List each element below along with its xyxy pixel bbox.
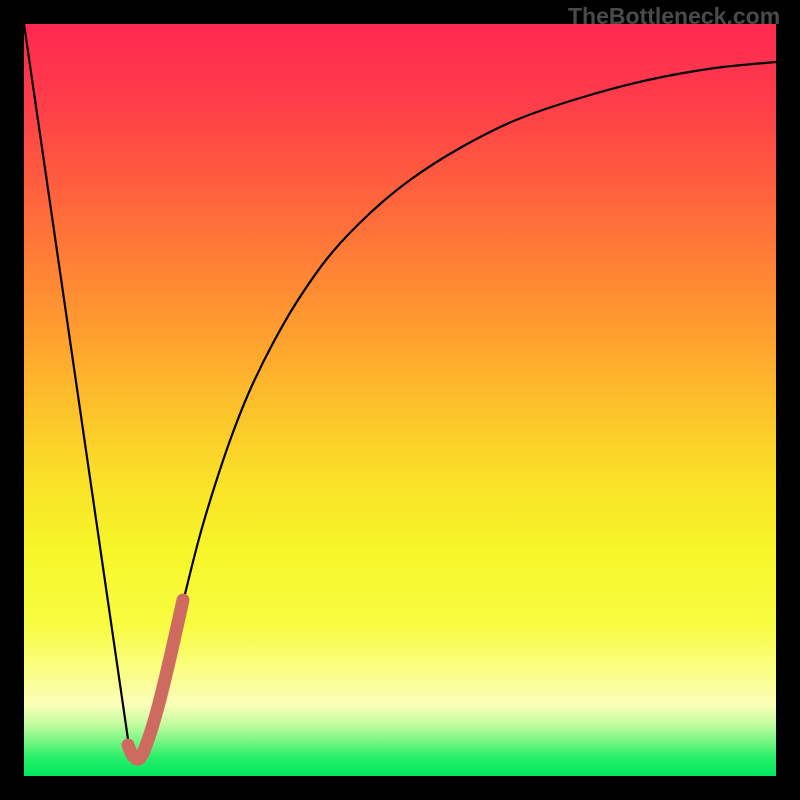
watermark-text: TheBottleneck.com xyxy=(568,3,780,30)
plot-background xyxy=(24,24,776,776)
bottleneck-chart xyxy=(0,0,800,800)
